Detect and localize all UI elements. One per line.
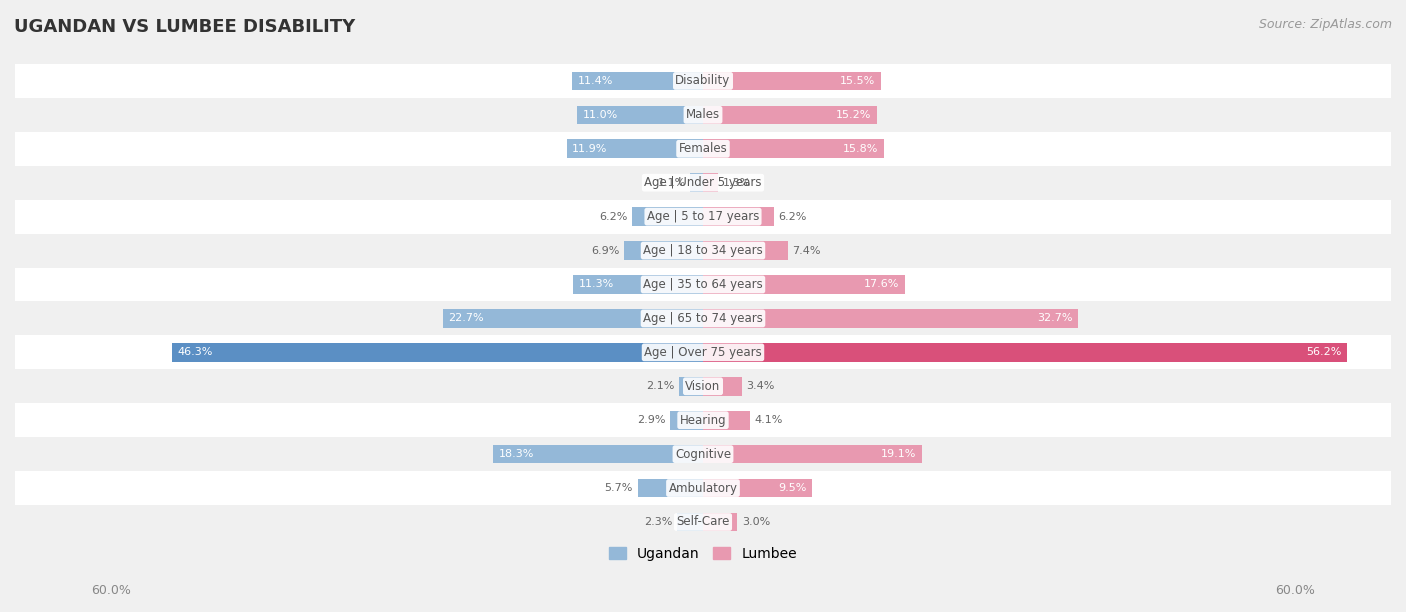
Bar	[703, 445, 922, 463]
Text: Source: ZipAtlas.com: Source: ZipAtlas.com	[1258, 18, 1392, 31]
Text: 3.0%: 3.0%	[742, 517, 770, 527]
Bar	[703, 241, 787, 260]
Text: 3.4%: 3.4%	[747, 381, 775, 391]
Bar	[703, 140, 884, 158]
Text: 6.2%: 6.2%	[779, 212, 807, 222]
Text: Age | Under 5 years: Age | Under 5 years	[644, 176, 762, 189]
Text: Females: Females	[679, 142, 727, 155]
Text: Self-Care: Self-Care	[676, 515, 730, 529]
Text: 19.1%: 19.1%	[882, 449, 917, 459]
Bar	[15, 98, 1391, 132]
Bar	[567, 140, 703, 158]
Bar	[15, 132, 1391, 166]
Bar	[703, 275, 905, 294]
Bar	[572, 72, 703, 90]
Text: Vision: Vision	[685, 380, 721, 393]
Bar	[172, 343, 703, 362]
Text: 5.7%: 5.7%	[605, 483, 633, 493]
Bar	[15, 64, 1391, 98]
Text: 22.7%: 22.7%	[449, 313, 484, 323]
Bar	[494, 445, 703, 463]
Text: 56.2%: 56.2%	[1306, 348, 1341, 357]
Text: 11.4%: 11.4%	[578, 76, 613, 86]
Bar	[679, 377, 703, 395]
Bar	[15, 369, 1391, 403]
Bar	[15, 403, 1391, 437]
Bar	[15, 166, 1391, 200]
Text: Age | 35 to 64 years: Age | 35 to 64 years	[643, 278, 763, 291]
Bar	[703, 207, 775, 226]
Text: 11.0%: 11.0%	[582, 110, 617, 120]
Bar	[576, 105, 703, 124]
Text: 15.5%: 15.5%	[839, 76, 875, 86]
Text: 2.1%: 2.1%	[645, 381, 675, 391]
Bar	[15, 505, 1391, 539]
Text: 46.3%: 46.3%	[177, 348, 214, 357]
Bar	[703, 72, 880, 90]
Text: 60.0%: 60.0%	[1275, 584, 1315, 597]
Bar	[15, 437, 1391, 471]
Bar	[703, 105, 877, 124]
Bar	[15, 234, 1391, 267]
Text: 6.2%: 6.2%	[599, 212, 627, 222]
Text: 1.3%: 1.3%	[723, 177, 751, 188]
Text: Age | 65 to 74 years: Age | 65 to 74 years	[643, 312, 763, 325]
Text: Age | 5 to 17 years: Age | 5 to 17 years	[647, 210, 759, 223]
Text: 32.7%: 32.7%	[1036, 313, 1073, 323]
Bar	[703, 479, 811, 498]
Text: 7.4%: 7.4%	[793, 245, 821, 256]
Bar	[703, 309, 1078, 328]
Bar	[624, 241, 703, 260]
Bar	[703, 513, 737, 531]
Text: 1.1%: 1.1%	[658, 177, 686, 188]
Bar	[690, 173, 703, 192]
Text: 11.3%: 11.3%	[579, 280, 614, 289]
Legend: Ugandan, Lumbee: Ugandan, Lumbee	[609, 547, 797, 561]
Text: Males: Males	[686, 108, 720, 121]
Bar	[676, 513, 703, 531]
Text: 9.5%: 9.5%	[778, 483, 806, 493]
Bar	[703, 411, 749, 430]
Bar	[638, 479, 703, 498]
Bar	[15, 471, 1391, 505]
Text: UGANDAN VS LUMBEE DISABILITY: UGANDAN VS LUMBEE DISABILITY	[14, 18, 356, 36]
Text: 11.9%: 11.9%	[572, 144, 607, 154]
Text: 4.1%: 4.1%	[755, 415, 783, 425]
Text: Ambulatory: Ambulatory	[668, 482, 738, 494]
Text: Cognitive: Cognitive	[675, 447, 731, 461]
Bar	[443, 309, 703, 328]
Bar	[703, 343, 1347, 362]
Text: Disability: Disability	[675, 75, 731, 88]
Text: 15.2%: 15.2%	[837, 110, 872, 120]
Text: 17.6%: 17.6%	[863, 280, 898, 289]
Text: Age | 18 to 34 years: Age | 18 to 34 years	[643, 244, 763, 257]
Bar	[15, 335, 1391, 369]
Text: 2.9%: 2.9%	[637, 415, 665, 425]
Bar	[703, 173, 718, 192]
Text: 2.3%: 2.3%	[644, 517, 672, 527]
Text: 18.3%: 18.3%	[499, 449, 534, 459]
Text: 15.8%: 15.8%	[844, 144, 879, 154]
Text: Age | Over 75 years: Age | Over 75 years	[644, 346, 762, 359]
Text: 60.0%: 60.0%	[91, 584, 131, 597]
Bar	[669, 411, 703, 430]
Bar	[631, 207, 703, 226]
Bar	[703, 377, 742, 395]
Text: 6.9%: 6.9%	[591, 245, 619, 256]
Text: Hearing: Hearing	[679, 414, 727, 427]
Bar	[15, 200, 1391, 234]
Bar	[574, 275, 703, 294]
Bar	[15, 267, 1391, 302]
Bar	[15, 302, 1391, 335]
